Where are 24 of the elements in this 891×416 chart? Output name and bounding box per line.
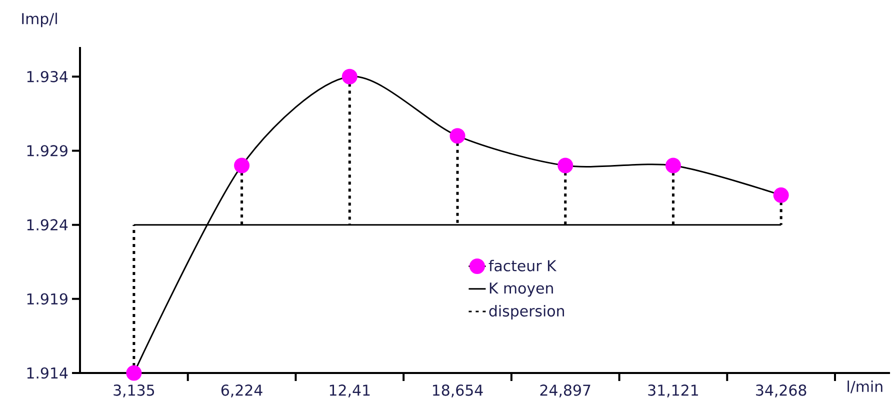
y-tick-label: 1.924 <box>27 219 68 230</box>
x-tick-label: 18,654 <box>433 384 483 398</box>
annotation: dispersion <box>489 305 564 320</box>
point <box>665 158 681 174</box>
x-tick-label: 6,224 <box>221 384 262 398</box>
x-tick-label: 24,897 <box>540 384 590 398</box>
y-tick-label: 1.919 <box>27 293 68 305</box>
y-axis-title: Imp/l <box>22 12 57 28</box>
x-tick-label: 12,41 <box>330 384 370 398</box>
point <box>773 187 789 203</box>
point <box>126 365 142 381</box>
x-axis-title: l/min <box>848 380 882 394</box>
x-tick-label: 31,121 <box>648 384 698 398</box>
y-tick-label: 1.929 <box>27 145 68 156</box>
x-tick-label: 34,268 <box>756 384 806 398</box>
x-tick-label: 3,135 <box>114 384 154 398</box>
y-tick-label: 1.914 <box>27 367 68 379</box>
point <box>450 128 466 144</box>
legend-label: K moyen <box>490 282 553 297</box>
y-tick-label: 1.934 <box>27 70 68 82</box>
legend-label: facteur K <box>488 260 557 272</box>
point <box>234 158 250 174</box>
point <box>342 68 358 84</box>
point <box>558 158 574 174</box>
